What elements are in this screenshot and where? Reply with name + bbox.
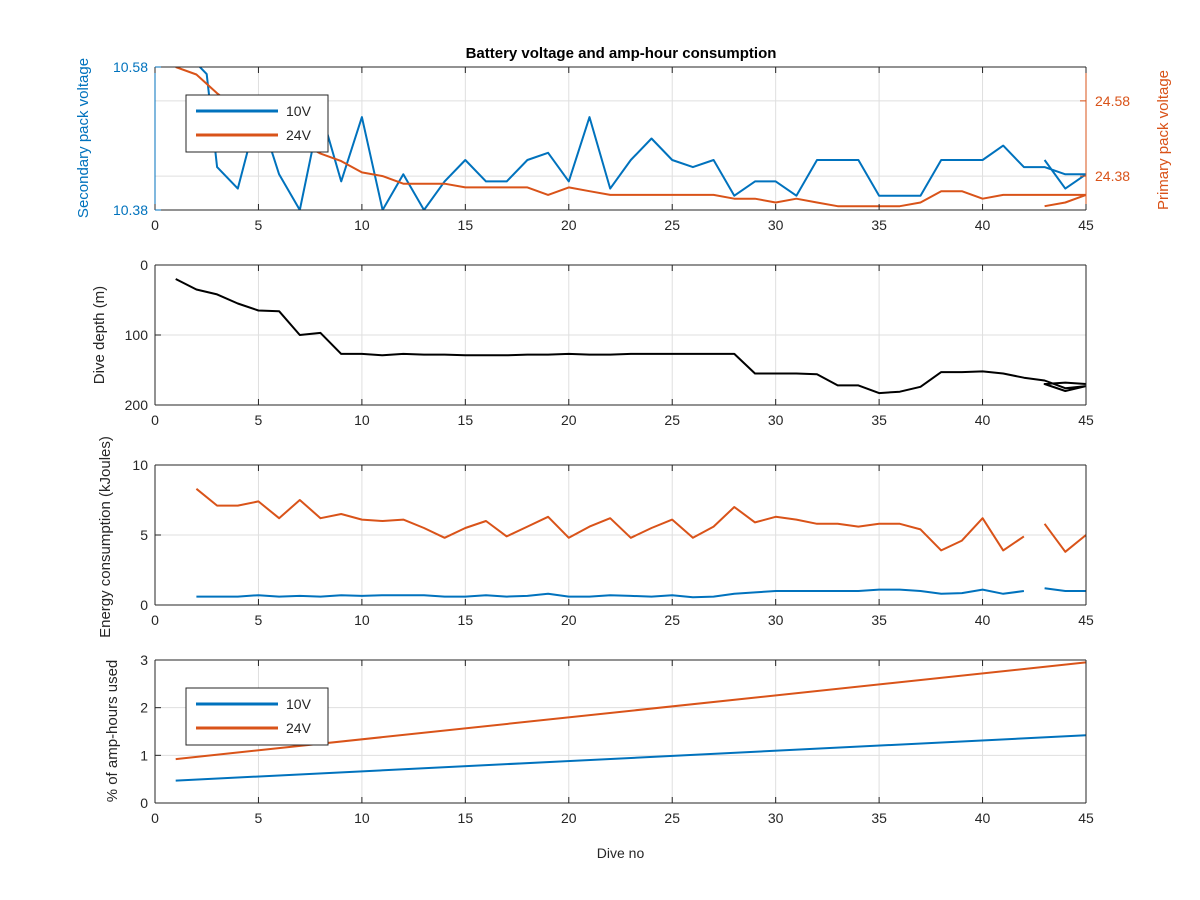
x-tick-label: 40 [975, 217, 991, 233]
x-tick-label: 5 [255, 612, 263, 628]
y-axis-label: Energy consumption (kJoules) [97, 436, 114, 638]
y-tick-label: 10 [132, 457, 148, 473]
x-tick-label: 15 [458, 810, 474, 826]
x-tick-label: 45 [1078, 412, 1094, 428]
series-line-depth [175, 278, 1086, 395]
y-axis-label: Secondary pack voltage [75, 58, 92, 218]
chart-panel-4: 0 5 10 15 20 25 30 35 40 45 0 1 2 3 % of amp-hours use… [104, 652, 1094, 861]
x-tick-label: 30 [768, 217, 784, 233]
x-tick-label: 10 [354, 612, 370, 628]
legend-label: 10V [286, 103, 312, 119]
x-tick-label: 45 [1078, 810, 1094, 826]
x-tick-label: 40 [975, 612, 991, 628]
legend: 10V 24V [185, 94, 329, 153]
x-tick-label: 25 [664, 612, 680, 628]
legend-label: 10V [286, 696, 312, 712]
x-tick-label: 15 [458, 612, 474, 628]
series-line-10v [175, 734, 1086, 782]
y-tick-label: 5 [140, 527, 148, 543]
x-tick-label: 0 [151, 612, 159, 628]
y-tick-label: 100 [125, 327, 149, 343]
x-tick-label: 25 [664, 810, 680, 826]
x-tick-label: 25 [664, 217, 680, 233]
x-tick-label: 45 [1078, 217, 1094, 233]
legend-box [185, 687, 329, 746]
x-tick-label: 35 [871, 217, 887, 233]
x-tick-label: 20 [561, 217, 577, 233]
x-tick-label: 25 [664, 412, 680, 428]
chart-panel-3: 0 5 10 15 20 25 30 35 40 45 0 5 10 Energy consumption… [97, 436, 1094, 638]
x-tick-label: 0 [151, 810, 159, 826]
x-tick-label: 15 [458, 217, 474, 233]
x-tick-label: 30 [768, 810, 784, 826]
x-tick-label: 5 [255, 217, 263, 233]
y-tick-label: 200 [125, 397, 149, 413]
x-tick-label: 5 [255, 810, 263, 826]
y-tick-label: 10.58 [113, 59, 148, 75]
legend: 10V 24V [185, 687, 329, 746]
x-tick-label: 35 [871, 412, 887, 428]
legend-label: 24V [286, 720, 312, 736]
y-tick-label: 3 [140, 652, 148, 668]
x-tick-label: 30 [768, 612, 784, 628]
chart-title: Battery voltage and amp-hour consumption [466, 45, 777, 62]
series-line-10v [196, 587, 1086, 599]
x-tick-label: 40 [975, 412, 991, 428]
x-tick-label: 15 [458, 412, 474, 428]
x-tick-label: 10 [354, 217, 370, 233]
y-tick-label: 10.38 [113, 202, 148, 218]
x-tick-label: 10 [354, 810, 370, 826]
x-tick-label: 0 [151, 412, 159, 428]
y-tick-label: 1 [140, 747, 148, 763]
x-tick-label: 20 [561, 612, 577, 628]
legend-label: 24V [286, 127, 312, 143]
x-tick-label: 35 [871, 612, 887, 628]
x-tick-label: 20 [561, 412, 577, 428]
x-tick-label: 20 [561, 810, 577, 826]
x-tick-label: 0 [151, 217, 159, 233]
y-axis-label: % of amp-hours used [104, 660, 121, 803]
series-line-24v [195, 488, 1086, 553]
y-tick-label-right: 24.58 [1095, 93, 1130, 109]
legend-box [185, 94, 329, 153]
y-tick-label-right: 24.38 [1095, 168, 1130, 184]
x-axis-label: Dive no [597, 845, 645, 861]
x-tick-label: 45 [1078, 612, 1094, 628]
y-tick-label: 0 [140, 257, 148, 273]
x-tick-label: 35 [871, 810, 887, 826]
y-tick-label: 0 [140, 795, 148, 811]
x-tick-label: 5 [255, 412, 263, 428]
y-axis-label: Dive depth (m) [91, 286, 108, 384]
x-tick-label: 40 [975, 810, 991, 826]
x-tick-label: 10 [354, 412, 370, 428]
y-tick-label: 2 [140, 700, 148, 716]
y-axis-label-right: Primary pack voltage [1155, 70, 1172, 210]
chart-panel-1: 0 5 10 15 20 25 30 35 40 45 10.38 10.58 24.38 24.58 Se… [75, 58, 1172, 233]
y-tick-label: 0 [140, 597, 148, 613]
series-line-24v [175, 67, 1086, 208]
chart-panel-2: 0 5 10 15 20 25 30 35 40 45 0 100 200 Dive depth (m) [91, 257, 1094, 428]
x-tick-label: 30 [768, 412, 784, 428]
